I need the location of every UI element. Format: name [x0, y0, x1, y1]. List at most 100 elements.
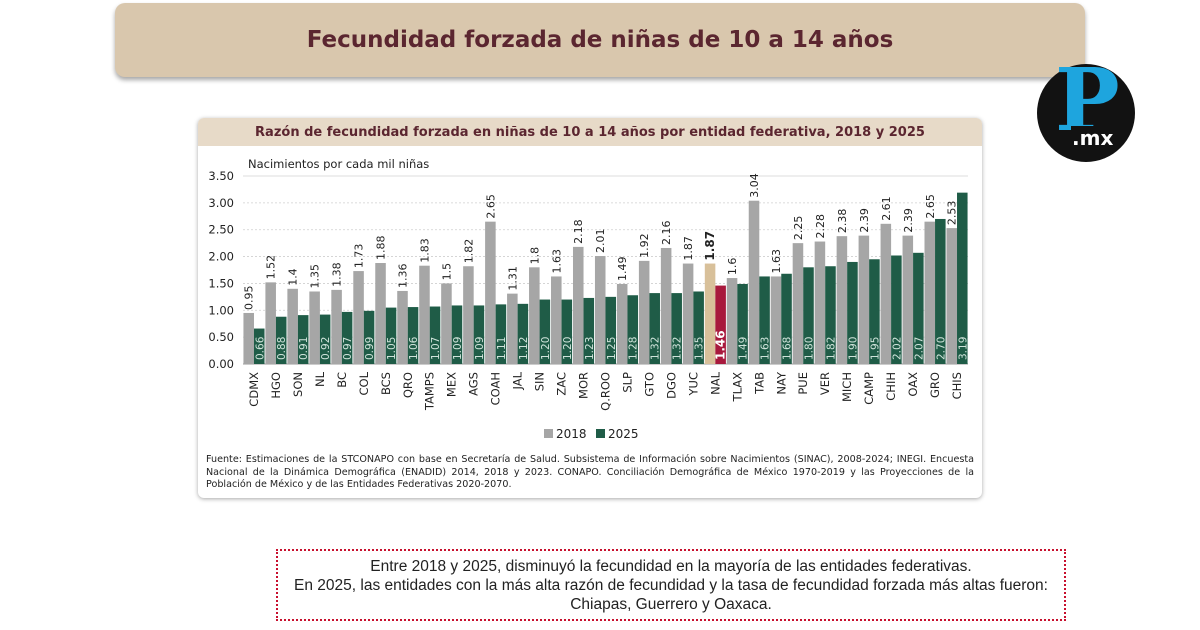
data-label-2018: 2.38 — [836, 209, 849, 234]
data-label-2018: 1.92 — [638, 233, 651, 258]
bar-2025-sin — [539, 299, 551, 364]
data-label-2025: 1.68 — [782, 337, 794, 360]
bar-2025-son — [297, 315, 309, 364]
x-tick-label: NAY — [774, 371, 788, 395]
bar-2025-dgo — [671, 293, 682, 364]
data-label-2025: 1.11 — [496, 337, 508, 360]
x-tick-label: NAL — [708, 371, 722, 394]
data-label-2025: 1.05 — [386, 337, 398, 360]
bar-2025-hgo — [275, 316, 287, 364]
y-tick-label: 0.50 — [208, 330, 234, 344]
bar-2018-gro — [924, 221, 936, 364]
data-label-2025: 0.66 — [254, 336, 266, 360]
data-label-2018: 1.8 — [528, 247, 541, 264]
x-tick-label: YUC — [686, 372, 700, 396]
logo-suffix: .mx — [1071, 126, 1115, 150]
data-label-2025: 1.09 — [452, 337, 464, 360]
data-label-2018: 2.25 — [792, 216, 805, 241]
x-tick-label: CHIS — [950, 372, 964, 399]
x-tick-label: VER — [818, 372, 832, 395]
x-tick-label: CHIH — [884, 372, 898, 401]
data-label-2018: 1.88 — [375, 236, 388, 261]
bar-2018-pue — [792, 243, 804, 364]
bar-2018-coah — [485, 221, 496, 364]
bar-2025-ags — [473, 305, 485, 364]
data-label-2025: 2.70 — [935, 337, 947, 360]
data-label-2018: 1.63 — [550, 249, 563, 274]
bar-2025-mich — [847, 261, 858, 364]
bar-2018-tamps — [419, 265, 430, 364]
x-tick-label: NL — [313, 371, 327, 387]
legend-label-2018: 2018 — [556, 427, 587, 441]
bar-2025-tamps — [429, 306, 441, 364]
data-label-2018: 2.01 — [594, 229, 607, 254]
legend-label-2025: 2025 — [608, 427, 639, 441]
bar-2025-gto — [649, 293, 660, 364]
data-label-2018: 2.65 — [924, 194, 937, 219]
bar-2025-oax — [913, 252, 924, 364]
bar-2025-zac — [561, 299, 573, 364]
chart-header: Razón de fecundidad forzada en niñas de … — [198, 118, 982, 146]
bar-2025-ver — [825, 266, 836, 364]
bar-2018-yuc — [682, 263, 694, 364]
bar-2025-qroo — [605, 296, 617, 364]
data-label-2018: 2.18 — [572, 219, 585, 244]
y-tick-label: 1.50 — [208, 276, 234, 290]
x-tick-label: SIN — [533, 372, 547, 391]
bar-2025-pue — [803, 267, 814, 364]
bar-2025-tlax — [737, 283, 748, 364]
data-label-2025: 0.88 — [276, 337, 288, 360]
data-label-2018: 0.95 — [243, 285, 256, 310]
bar-2025-bc — [341, 311, 353, 364]
bar-2025-nay — [781, 273, 792, 364]
x-tick-label: SLP — [620, 372, 634, 393]
data-label-2018: 1.52 — [265, 255, 278, 280]
data-label-2018: 1.6 — [726, 258, 739, 276]
bar-2018-ver — [814, 241, 826, 364]
data-label-2018: 1.63 — [770, 249, 783, 274]
bar-2018-hgo — [265, 282, 276, 364]
data-label-2025: 1.20 — [540, 337, 552, 360]
x-tick-label: DGO — [664, 372, 678, 399]
data-label-2025: 1.63 — [760, 337, 772, 360]
legend-swatch-2018 — [544, 429, 553, 438]
bar-2018-tab — [748, 200, 760, 364]
data-label-2025: 1.35 — [694, 337, 706, 360]
data-label-2025: 1.23 — [584, 337, 596, 360]
data-label-2018: 3.04 — [748, 173, 761, 198]
data-label-2025: 1.95 — [869, 337, 881, 360]
x-tick-label: TAMPS — [423, 372, 437, 411]
bar-2018-nay — [770, 276, 782, 364]
bar-2018-nl — [309, 291, 320, 364]
bar-2025-camp — [869, 259, 880, 364]
bar-2018-mor — [572, 246, 584, 364]
bar-2018-mich — [836, 236, 848, 364]
y-axis-label: Nacimientos por cada mil niñas — [248, 157, 429, 171]
bar-2018-oax — [902, 235, 914, 364]
x-tick-label: MICH — [840, 372, 854, 402]
data-label-2018: 1.87 — [682, 236, 695, 261]
bar-2025-col — [363, 310, 375, 364]
data-label-2018: 2.16 — [660, 220, 673, 245]
data-label-2025: 0.91 — [298, 337, 310, 360]
x-tick-label: CDMX — [247, 372, 261, 407]
bar-2018-zac — [551, 276, 562, 364]
x-tick-label: TAB — [752, 372, 766, 395]
x-tick-label: Q.ROO — [599, 372, 613, 411]
site-logo[interactable]: P .mx — [1037, 58, 1135, 162]
bar-2025-slp — [627, 295, 639, 364]
bar-2018-chis — [946, 228, 958, 364]
bar-2018-son — [287, 288, 298, 364]
data-label-2025: 1.90 — [847, 337, 859, 360]
x-tick-label: MEX — [445, 372, 459, 397]
data-label-2018: 1.73 — [353, 244, 366, 269]
bar-2025-nal — [715, 285, 726, 364]
bar-2018-cdmx — [243, 312, 254, 364]
data-label-2018: 2.61 — [880, 196, 893, 221]
data-label-2025: 3.19 — [957, 337, 969, 360]
data-label-2025: 1.06 — [408, 336, 420, 360]
bar-2025-chih — [891, 255, 902, 364]
data-label-2018: 2.39 — [902, 208, 915, 233]
bar-2018-chih — [880, 223, 892, 364]
x-tick-label: SON — [291, 372, 305, 397]
